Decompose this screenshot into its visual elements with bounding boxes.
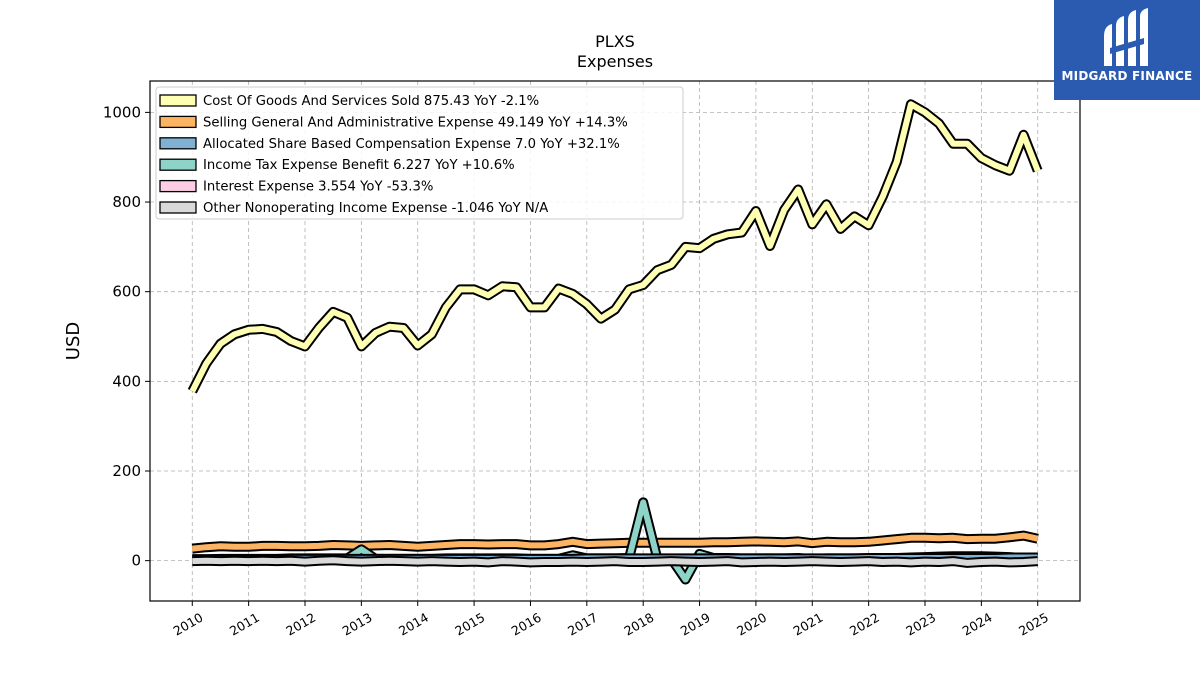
- brand-logo: MIDGARD FINANCE: [1054, 0, 1200, 100]
- series-line-selling-general-and-administrative-expense: [192, 532, 1039, 552]
- x-tick-label: 2024: [960, 610, 995, 639]
- legend: Cost Of Goods And Services Sold 875.43 Y…: [155, 86, 684, 220]
- legend-swatch-allocated-share-based-compensation-expense: [159, 137, 197, 150]
- x-tick-label: 2020: [734, 610, 769, 639]
- y-tick-label: 800: [112, 193, 141, 211]
- series-layer: [187, 99, 1043, 585]
- x-tick-label: 2015: [452, 610, 487, 639]
- x-tick-label: 2018: [621, 610, 656, 639]
- plot-frame: [149, 80, 1081, 602]
- x-tick-label: 2019: [678, 610, 713, 639]
- x-tick-label: 2013: [340, 610, 375, 639]
- legend-entry: Cost Of Goods And Services Sold 875.43 Y…: [203, 94, 539, 109]
- legend-entry: Interest Expense 3.554 YoY -53.3%: [203, 180, 433, 195]
- brand-mark-icon: [1104, 8, 1148, 66]
- y-tick-label: 1000: [103, 103, 141, 121]
- chart-title: PLXS: [595, 32, 635, 51]
- x-tick-label: 2022: [847, 610, 882, 639]
- series-line-other-nonoperating-income-expense: [192, 557, 1038, 566]
- legend-entry: Other Nonoperating Income Expense -1.046…: [203, 201, 548, 216]
- y-tick-label: 400: [112, 372, 141, 390]
- x-tick-label: 2010: [170, 610, 205, 639]
- legend-swatch-other-nonoperating-income-expense: [159, 201, 197, 214]
- x-tick-label: 2023: [903, 610, 938, 639]
- x-tick-label: 2012: [283, 610, 318, 639]
- x-tick-label: 2011: [227, 610, 262, 639]
- series-line-cost-of-goods-and-services-sold: [189, 101, 1041, 393]
- legend-swatch-cost-of-goods-and-services-sold: [159, 94, 197, 107]
- x-tick-label: 2014: [396, 610, 431, 639]
- x-tick-label: 2025: [1016, 610, 1051, 639]
- legend-swatch-selling-general-and-administrative-expense: [159, 115, 197, 129]
- legend-box: [155, 86, 684, 220]
- y-tick-label: 200: [112, 462, 141, 480]
- legend-entry: Allocated Share Based Compensation Expen…: [203, 137, 620, 152]
- chart-subtitle: Expenses: [577, 52, 653, 71]
- legend-entry: Selling General And Administrative Expen…: [203, 115, 628, 130]
- x-tick-label: 2017: [565, 610, 600, 639]
- brand-name: MIDGARD FINANCE: [1061, 69, 1193, 83]
- y-axis-label: USD: [63, 322, 84, 360]
- y-axis-ticks: 0 200 400 600 800 1000: [103, 103, 150, 570]
- x-axis-ticks: 2010 2011 2012 2013 2014 2015 2016 2017 2018 2019…: [170, 601, 1051, 639]
- x-tick-label: 2021: [790, 610, 825, 639]
- y-tick-label: 600: [112, 283, 141, 301]
- y-tick-label: 0: [131, 552, 141, 570]
- legend-swatch-income-tax-expense-benefit: [159, 158, 197, 171]
- legend-entry: Income Tax Expense Benefit 6.227 YoY +10…: [203, 158, 515, 173]
- legend-swatch-interest-expense: [159, 179, 197, 193]
- x-tick-label: 2016: [509, 610, 544, 639]
